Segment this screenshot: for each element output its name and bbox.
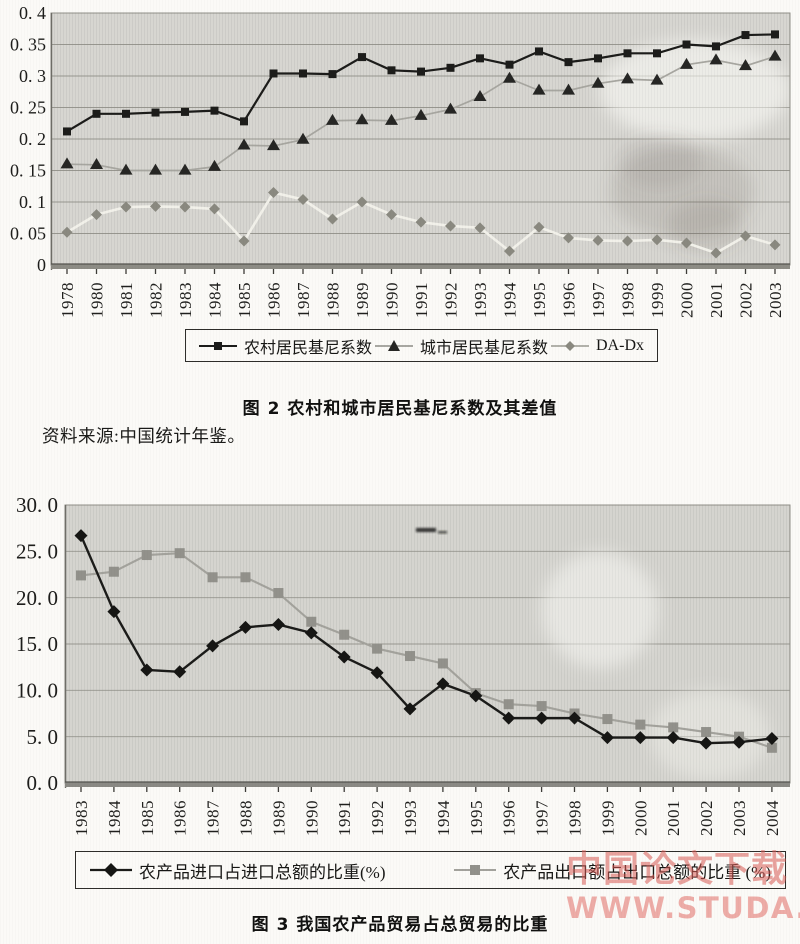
- legend-label: 城市居民基尼系数: [420, 339, 549, 357]
- legend-item-rural-gini: 农村居民基尼系数: [199, 334, 372, 358]
- svg-text:1998: 1998: [566, 800, 585, 836]
- svg-text:2002: 2002: [697, 800, 716, 836]
- legend-item-da-dx: DA-Dx: [551, 337, 644, 355]
- svg-text:1980: 1980: [88, 282, 107, 318]
- svg-text:1992: 1992: [442, 282, 461, 318]
- svg-text:2000: 2000: [678, 282, 697, 318]
- diamond-marker-icon: [551, 340, 589, 351]
- legend-item-urban-gini: 城市居民基尼系数: [375, 334, 548, 358]
- svg-text:1996: 1996: [560, 282, 579, 318]
- svg-text:1983: 1983: [176, 282, 195, 318]
- svg-text:1991: 1991: [335, 800, 354, 836]
- svg-text:2001: 2001: [707, 282, 726, 318]
- legend-label: 农村居民基尼系数: [244, 339, 373, 357]
- svg-text:2001: 2001: [664, 800, 683, 836]
- legend-item-import-share: 农产品进口占进口总额的比重(%): [90, 858, 385, 883]
- svg-text:0. 4: 0. 4: [19, 3, 46, 23]
- svg-text:1984: 1984: [206, 282, 225, 318]
- svg-text:0. 3: 0. 3: [19, 66, 46, 86]
- triangle-marker-icon: [375, 339, 413, 351]
- svg-text:1982: 1982: [147, 282, 166, 318]
- trade-chart-svg: 0. 0 5. 0 10. 0 15. 0 20. 0 25. 0 30. 0 1983 198…: [16, 495, 791, 836]
- legend-label: 农产品进口占进口总额的比重(%): [139, 862, 386, 882]
- svg-text:1981: 1981: [117, 282, 136, 318]
- svg-text:1989: 1989: [353, 282, 372, 318]
- svg-text:1993: 1993: [401, 800, 420, 836]
- svg-text:0. 0: 0. 0: [27, 771, 59, 795]
- svg-text:0: 0: [37, 255, 46, 275]
- diamond-marker-icon: [90, 863, 132, 877]
- legend-label: 农产品出口额占出口总额的比重 (%): [503, 862, 771, 882]
- svg-text:1994: 1994: [501, 282, 520, 318]
- svg-text:1978: 1978: [58, 282, 77, 318]
- svg-text:1987: 1987: [294, 282, 313, 318]
- svg-text:0. 2: 0. 2: [19, 129, 46, 149]
- svg-text:1990: 1990: [383, 282, 402, 318]
- svg-text:1991: 1991: [412, 282, 431, 318]
- svg-text:0. 35: 0. 35: [10, 35, 46, 55]
- svg-text:30. 0: 30. 0: [16, 495, 58, 517]
- legend-item-export-share: 农产品出口额占出口总额的比重 (%): [454, 858, 771, 883]
- svg-text:1988: 1988: [324, 282, 343, 318]
- svg-text:1983: 1983: [72, 800, 91, 836]
- square-marker-icon: [454, 865, 497, 875]
- gini-chart-legend: 农村居民基尼系数 城市居民基尼系数 DA-Dx: [185, 329, 658, 362]
- trade-chart-legend: 农产品进口占进口总额的比重(%) 农产品出口额占出口总额的比重 (%): [75, 851, 786, 889]
- svg-text:2003: 2003: [766, 282, 785, 318]
- svg-text:1994: 1994: [434, 800, 453, 836]
- svg-text:1987: 1987: [204, 800, 223, 836]
- data-source-note: 资料来源:中国统计年鉴。: [42, 426, 246, 446]
- svg-text:2000: 2000: [631, 800, 650, 836]
- svg-text:1993: 1993: [471, 282, 490, 318]
- svg-text:0. 15: 0. 15: [10, 161, 46, 181]
- svg-text:1997: 1997: [533, 800, 552, 836]
- svg-text:1985: 1985: [235, 282, 254, 318]
- svg-text:25. 0: 25. 0: [16, 539, 58, 563]
- svg-text:15. 0: 15. 0: [16, 632, 58, 656]
- svg-text:1996: 1996: [500, 800, 519, 836]
- svg-text:1999: 1999: [648, 282, 667, 318]
- svg-text:1990: 1990: [302, 800, 321, 836]
- svg-text:1985: 1985: [138, 800, 157, 836]
- svg-text:1999: 1999: [598, 800, 617, 836]
- svg-text:1997: 1997: [589, 282, 608, 318]
- gini-chart-svg: 0 0. 05 0. 1 0. 15 0. 2 0. 25 0. 3 0. 35 0. 4 197…: [10, 3, 791, 318]
- svg-text:1984: 1984: [105, 800, 124, 836]
- svg-text:2002: 2002: [737, 282, 756, 318]
- svg-text:1989: 1989: [269, 800, 288, 836]
- svg-text:0. 1: 0. 1: [19, 192, 46, 212]
- legend-label: DA-Dx: [596, 336, 644, 354]
- svg-text:5. 0: 5. 0: [27, 725, 59, 749]
- svg-text:0. 05: 0. 05: [10, 224, 46, 244]
- svg-text:1998: 1998: [619, 282, 638, 318]
- svg-text:1986: 1986: [171, 800, 190, 836]
- svg-text:1995: 1995: [530, 282, 549, 318]
- svg-text:1986: 1986: [265, 282, 284, 318]
- svg-text:20. 0: 20. 0: [16, 586, 58, 610]
- figure2-caption: 图 2 农村和城市居民基尼系数及其差值: [242, 399, 558, 419]
- square-marker-icon: [199, 341, 237, 350]
- svg-text:1988: 1988: [237, 800, 256, 836]
- svg-text:10. 0: 10. 0: [16, 678, 58, 702]
- svg-text:2004: 2004: [763, 800, 782, 836]
- svg-text:1995: 1995: [467, 800, 486, 836]
- figure3-caption: 图 3 我国农产品贸易占总贸易的比重: [251, 915, 549, 935]
- svg-text:0. 25: 0. 25: [10, 98, 46, 118]
- svg-text:2003: 2003: [730, 800, 749, 836]
- svg-text:1992: 1992: [368, 800, 387, 836]
